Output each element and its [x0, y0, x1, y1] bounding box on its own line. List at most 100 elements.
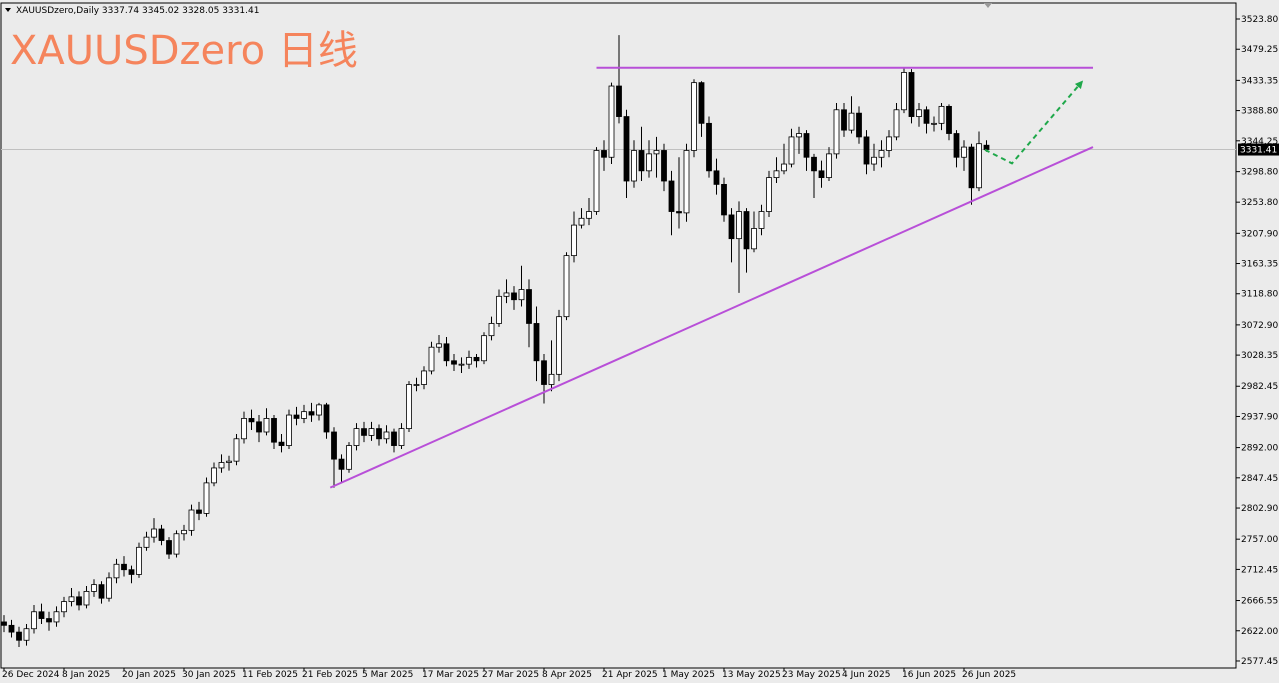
close-value: 3331.41 [222, 6, 259, 16]
candle-body [751, 228, 757, 250]
candle-body [893, 109, 900, 138]
candle-body [863, 136, 870, 165]
candle-body [571, 224, 577, 257]
candle-body [473, 356, 480, 362]
candle-body [68, 596, 75, 602]
y-tick-label: 2712.45 [1241, 565, 1278, 575]
candle-body [113, 563, 120, 579]
y-tick-label: 3163.35 [1241, 260, 1278, 270]
candle-body [53, 611, 60, 623]
candle-body [818, 170, 825, 179]
candle-body [541, 360, 547, 385]
candle-body [443, 343, 450, 362]
candle-body [721, 183, 727, 216]
candle-body [661, 150, 667, 182]
x-tick-label: 21 Apr 2025 [602, 670, 658, 680]
candle-body [488, 323, 495, 337]
candle-body [811, 156, 817, 172]
candle-body [271, 418, 277, 443]
candle-body [646, 153, 652, 172]
candle-body [848, 112, 855, 131]
candle-body [233, 438, 240, 462]
candle-body [436, 343, 442, 348]
y-tick-label: 2982.45 [1241, 382, 1278, 392]
candle-body [548, 373, 555, 385]
candle-body [631, 150, 637, 182]
candle-body [601, 150, 607, 158]
x-tick-label: 26 Jun 2025 [962, 670, 1016, 680]
candle-body [136, 546, 142, 575]
x-tick-label: 27 Mar 2025 [482, 670, 539, 680]
candle-body [638, 150, 645, 172]
y-tick-label: 2847.45 [1241, 474, 1278, 484]
y-tick-label: 3118.80 [1241, 290, 1278, 300]
candle-body [796, 133, 802, 138]
candle-body [983, 144, 990, 150]
candle-body [376, 428, 382, 440]
candle-body [458, 363, 465, 366]
candle-body [961, 146, 967, 158]
x-tick-label: 30 Jan 2025 [182, 670, 236, 680]
candle-body [901, 72, 907, 111]
candle-body [451, 360, 457, 365]
trendline [329, 146, 1094, 489]
candle-body [61, 601, 67, 613]
candle-body [676, 211, 682, 214]
candle-body [196, 509, 202, 514]
candle-body [526, 289, 532, 324]
candle-body [106, 577, 112, 599]
y-tick-label: 3523.80 [1241, 15, 1278, 25]
candle-body [83, 591, 90, 606]
candle-body [938, 105, 945, 124]
candle-body [683, 150, 690, 214]
candle-body [781, 163, 787, 172]
candle-body [8, 624, 15, 633]
projection-arrow [984, 80, 1084, 165]
candle-body [871, 156, 877, 165]
x-tick-label: 21 Feb 2025 [302, 670, 358, 680]
header: XAUUSDzero,Daily 3337.74 3345.02 3328.05… [16, 6, 259, 16]
candle-body [151, 528, 157, 538]
candle-body [593, 150, 600, 212]
candle-body [76, 596, 82, 606]
candle-body [511, 292, 517, 301]
candle-body [278, 441, 285, 446]
candle-body [878, 150, 885, 158]
shift-marker [984, 3, 992, 8]
candle-body [833, 109, 840, 155]
y-tick-label: 2577.45 [1241, 657, 1278, 667]
x-tick-label: 8 Apr 2025 [542, 670, 592, 680]
candle-body [128, 569, 135, 575]
candle-body [241, 418, 247, 440]
candle-body [346, 445, 352, 470]
candle-body [31, 611, 37, 630]
candle-body [841, 109, 847, 131]
candle-body [293, 414, 300, 419]
candle-body [428, 346, 435, 372]
candle-body [301, 411, 307, 419]
y-tick-label: 2802.90 [1241, 504, 1278, 514]
candle-body [713, 170, 720, 185]
candle-body [38, 611, 45, 619]
candle-body [203, 482, 210, 514]
y-tick-label: 3072.90 [1241, 321, 1278, 331]
y-tick-label: 2757.00 [1241, 535, 1278, 545]
candle-body [653, 150, 660, 155]
y-tick-label: 2937.90 [1241, 412, 1278, 422]
candle-body [556, 316, 562, 375]
candle-body [616, 85, 622, 117]
candle-body [691, 82, 697, 151]
candle-body [743, 211, 750, 250]
candle-body [91, 584, 97, 592]
x-tick-label: 8 Jan 2025 [62, 670, 110, 680]
x-tick-label: 20 Jan 2025 [122, 670, 176, 680]
candle-body [143, 536, 150, 548]
candle-body [736, 211, 742, 240]
candle-body [248, 418, 255, 423]
y-tick-label: 2892.00 [1241, 444, 1278, 454]
price-label: 3331.41 [1240, 146, 1277, 156]
candle-body [98, 584, 105, 599]
y-tick-label: 2622.00 [1241, 627, 1278, 637]
